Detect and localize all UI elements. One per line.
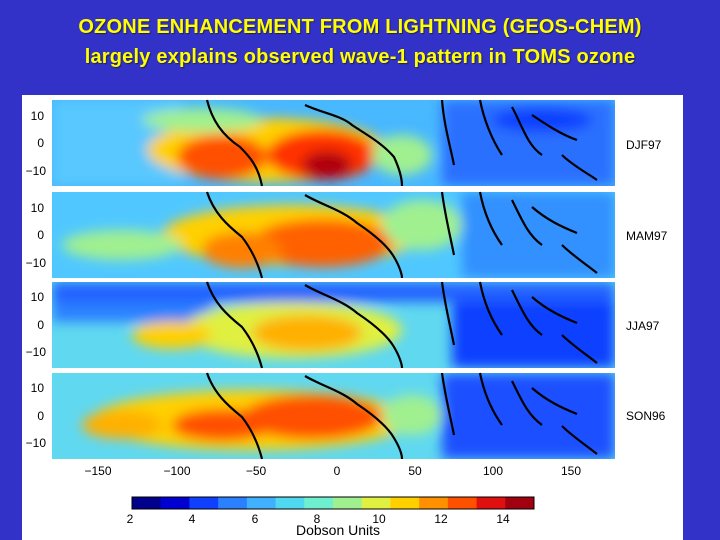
colorbar-swatch (505, 497, 535, 509)
panel-son96 (52, 373, 615, 459)
colorbar-swatch (333, 497, 363, 509)
colorbar-label: Dobson Units (296, 522, 380, 538)
slide-title-line-1: OZONE ENHANCEMENT FROM LIGHTNING (GEOS-C… (78, 16, 642, 38)
colorbar-frame (131, 496, 535, 510)
colorbar-swatch (361, 497, 391, 509)
lat-tick: 0 (37, 409, 44, 423)
lon-ticks: −150 −100 −50 0 50 100 150 (84, 464, 581, 478)
colorbar-swatch (189, 497, 219, 509)
colorbar-swatch (304, 497, 334, 509)
lon-tick: 150 (561, 464, 581, 478)
colorbar-swatch (160, 497, 190, 509)
season-label-jja97: JJA97 (626, 319, 660, 333)
lon-tick: −150 (84, 464, 111, 478)
lon-tick: 100 (483, 464, 503, 478)
lat-tick: 10 (31, 290, 45, 304)
colorbar-swatch (390, 497, 420, 509)
colorbar-tick: 14 (496, 512, 510, 526)
colorbar-swatch (246, 497, 277, 509)
colorbar-swatch (218, 497, 248, 509)
lat-tick: 10 (31, 201, 45, 215)
coastlines (205, 99, 598, 460)
panel-mam97 (52, 192, 615, 278)
lat-tick: −10 (26, 256, 47, 270)
colorbar-tick: 12 (434, 512, 448, 526)
colorbar-tick: 2 (127, 512, 134, 526)
lat-tick: 10 (31, 381, 45, 395)
season-label-mam97: MAM97 (626, 229, 668, 243)
colorbar-swatch (476, 497, 506, 509)
colorbar-swatch (132, 497, 162, 509)
lon-tick: 0 (334, 464, 341, 478)
lon-tick: −50 (246, 464, 267, 478)
colorbar-tick: 6 (252, 512, 259, 526)
lat-tick: 0 (37, 228, 44, 242)
season-label-son96: SON96 (626, 409, 666, 423)
lat-tick: 0 (37, 318, 44, 332)
season-label-djf97: DJF97 (626, 138, 662, 152)
colorbar-swatch (275, 497, 305, 509)
ozone-figure: 10 0 −10 10 0 −10 10 0 −10 10 0 −10 DJF9… (22, 95, 683, 540)
lat-ticks: 10 0 −10 10 0 −10 10 0 −10 10 0 −10 (26, 109, 47, 450)
colorbar-swatch (419, 497, 449, 509)
colorbar (132, 497, 535, 509)
colorbar-swatch (447, 497, 478, 509)
lon-tick: 50 (408, 464, 422, 478)
colorbar-ticks: 2 4 6 8 10 12 14 (127, 512, 510, 526)
panel-jja97 (52, 282, 615, 368)
lat-tick: 0 (37, 136, 44, 150)
ozone-figure-svg: 10 0 −10 10 0 −10 10 0 −10 10 0 −10 DJF9… (26, 99, 668, 538)
colorbar-tick: 8 (314, 512, 321, 526)
lat-tick: −10 (26, 345, 47, 359)
colorbar-tick: 10 (372, 512, 386, 526)
colorbar-tick: 4 (189, 512, 196, 526)
lon-tick: −100 (163, 464, 190, 478)
lat-tick: −10 (26, 436, 47, 450)
lat-tick: 10 (31, 109, 45, 123)
slide-title-line-2: largely explains observed wave-1 pattern… (84, 46, 636, 68)
lat-tick: −10 (26, 164, 47, 178)
